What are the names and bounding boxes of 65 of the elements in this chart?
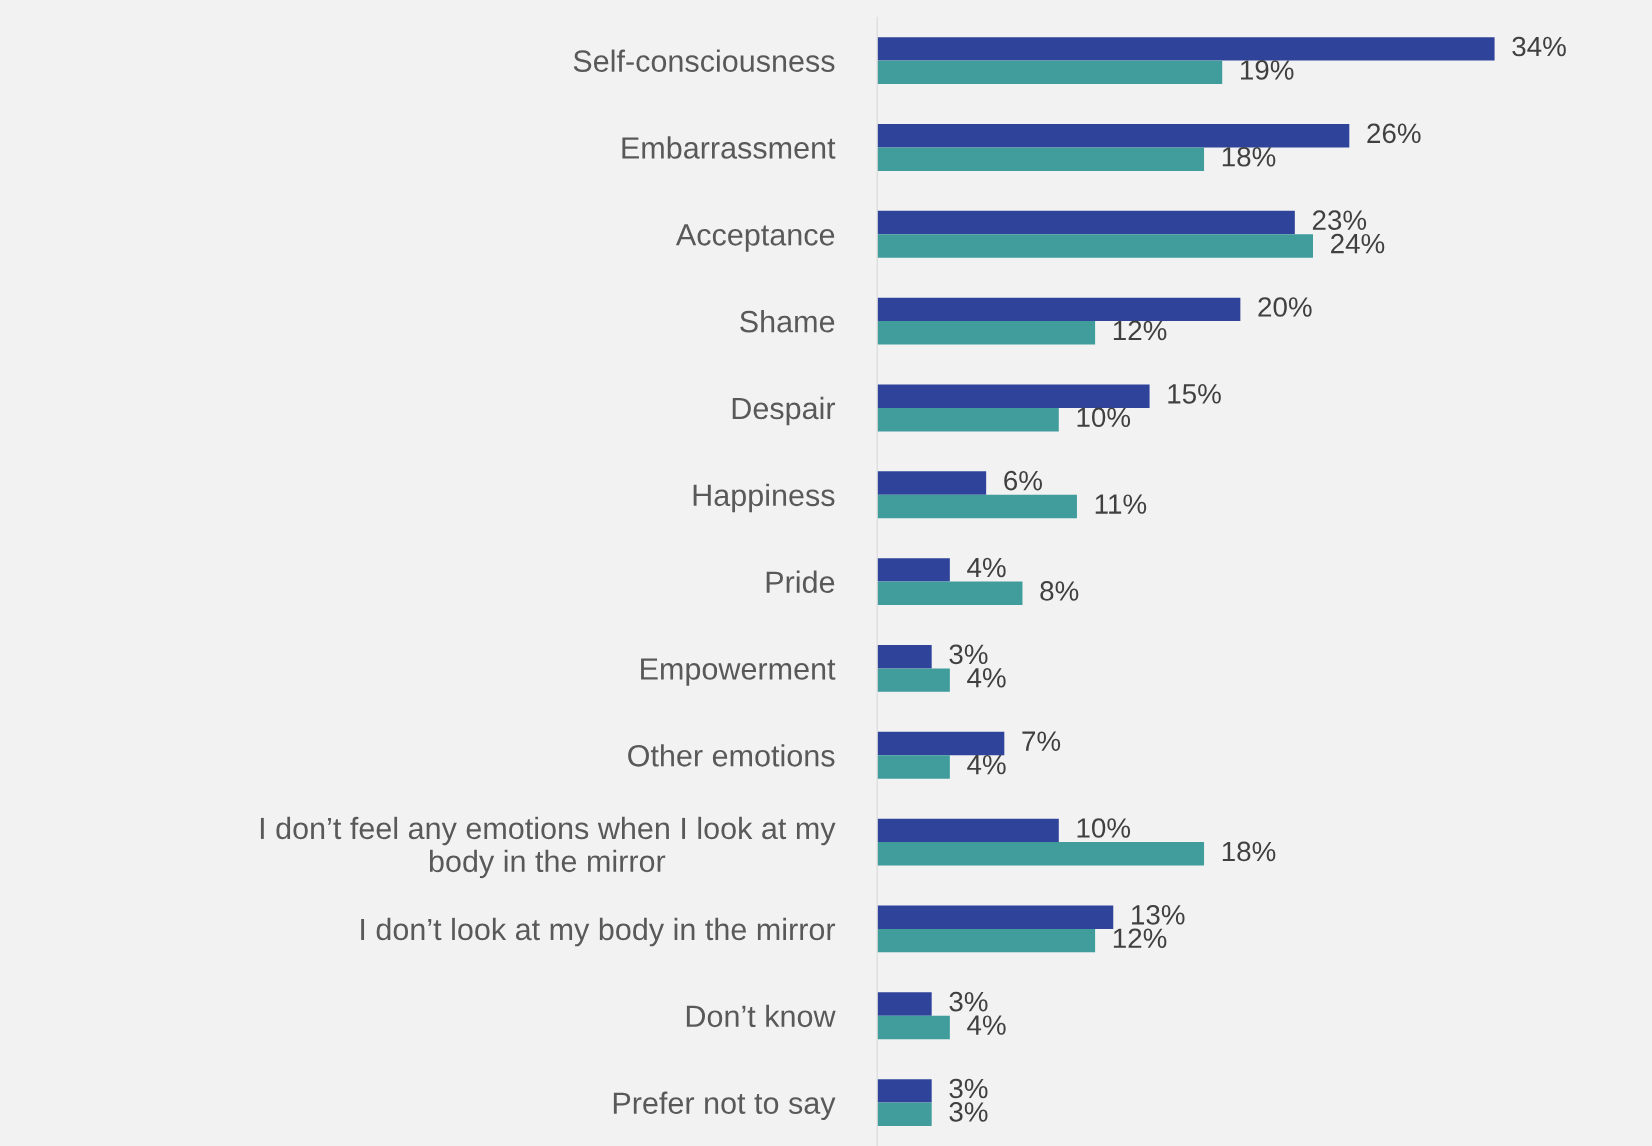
data-label: 3%: [949, 1078, 988, 1099]
bar: [877, 905, 1114, 929]
data-label: 18%: [1222, 841, 1276, 862]
bar: [877, 471, 987, 495]
bar: [877, 668, 950, 692]
data-label: 4%: [967, 754, 1006, 775]
y-tick-label: Happiness: [693, 483, 835, 513]
bar: [877, 928, 1096, 953]
data-label: 18%: [1222, 146, 1276, 167]
bar: [877, 407, 1059, 432]
data-label: 4%: [967, 1015, 1006, 1035]
data-label: 24%: [1331, 233, 1385, 254]
bar: [877, 494, 1077, 519]
bar: [877, 818, 1059, 843]
data-label: 6%: [1004, 470, 1042, 491]
bar: [877, 755, 950, 779]
data-label: 15%: [1168, 384, 1221, 404]
data-label: 12%: [1113, 320, 1167, 341]
y-tick-label: Self-consciousness: [573, 49, 835, 72]
bar: [877, 123, 1350, 148]
y-tick-label: Embarrassment: [622, 136, 836, 159]
data-label: 10%: [1077, 407, 1131, 428]
y-tick-label: Despair: [732, 396, 836, 426]
bar: [877, 210, 1295, 235]
bar: [877, 644, 932, 669]
data-label: 11%: [1095, 494, 1147, 514]
data-label: 7%: [1022, 731, 1061, 751]
bar: [877, 297, 1241, 322]
y-tick-label: Pride: [766, 570, 835, 593]
data-label: 34%: [1512, 36, 1566, 57]
bar: [877, 581, 1023, 606]
bar: [877, 37, 1495, 61]
y-tick-label: I don’t look at my body in the mirror: [361, 917, 836, 947]
data-label: 26%: [1367, 123, 1421, 144]
y-tick-label: Don’t know: [686, 1004, 836, 1028]
data-label: 4%: [967, 557, 1006, 578]
bar: [877, 731, 1005, 756]
y-tick-label: Prefer not to say: [613, 1091, 836, 1120]
data-label: 13%: [1132, 904, 1185, 925]
y-tick-label: Shame: [740, 310, 835, 333]
y-tick-label: Other emotions: [628, 744, 835, 767]
bar: [877, 321, 1096, 345]
data-label: 10%: [1077, 818, 1131, 838]
data-label: 23%: [1312, 210, 1367, 230]
bar: [877, 1102, 932, 1127]
bar: [877, 234, 1313, 258]
data-label: 4%: [967, 668, 1006, 688]
bar: [877, 558, 950, 582]
bar: [877, 1079, 932, 1103]
bar: [877, 384, 1150, 408]
y-tick-label: Acceptance: [675, 224, 835, 252]
data-label: 19%: [1240, 60, 1294, 80]
data-label: 20%: [1258, 297, 1312, 317]
bar: [877, 842, 1205, 866]
y-tick-label: I don’t feel any emotions when I look at my body in the mirror: [260, 816, 836, 879]
bar: [877, 60, 1223, 85]
data-label: 3%: [949, 991, 988, 1012]
y-tick-label: Empowerment: [641, 658, 836, 686]
data-label: 8%: [1040, 581, 1079, 601]
data-label: 3%: [949, 644, 988, 665]
data-label: 12%: [1113, 928, 1167, 948]
bar: [877, 147, 1205, 171]
bar: [877, 1015, 950, 1040]
data-label: 3%: [949, 1102, 988, 1122]
bar: [877, 992, 932, 1016]
